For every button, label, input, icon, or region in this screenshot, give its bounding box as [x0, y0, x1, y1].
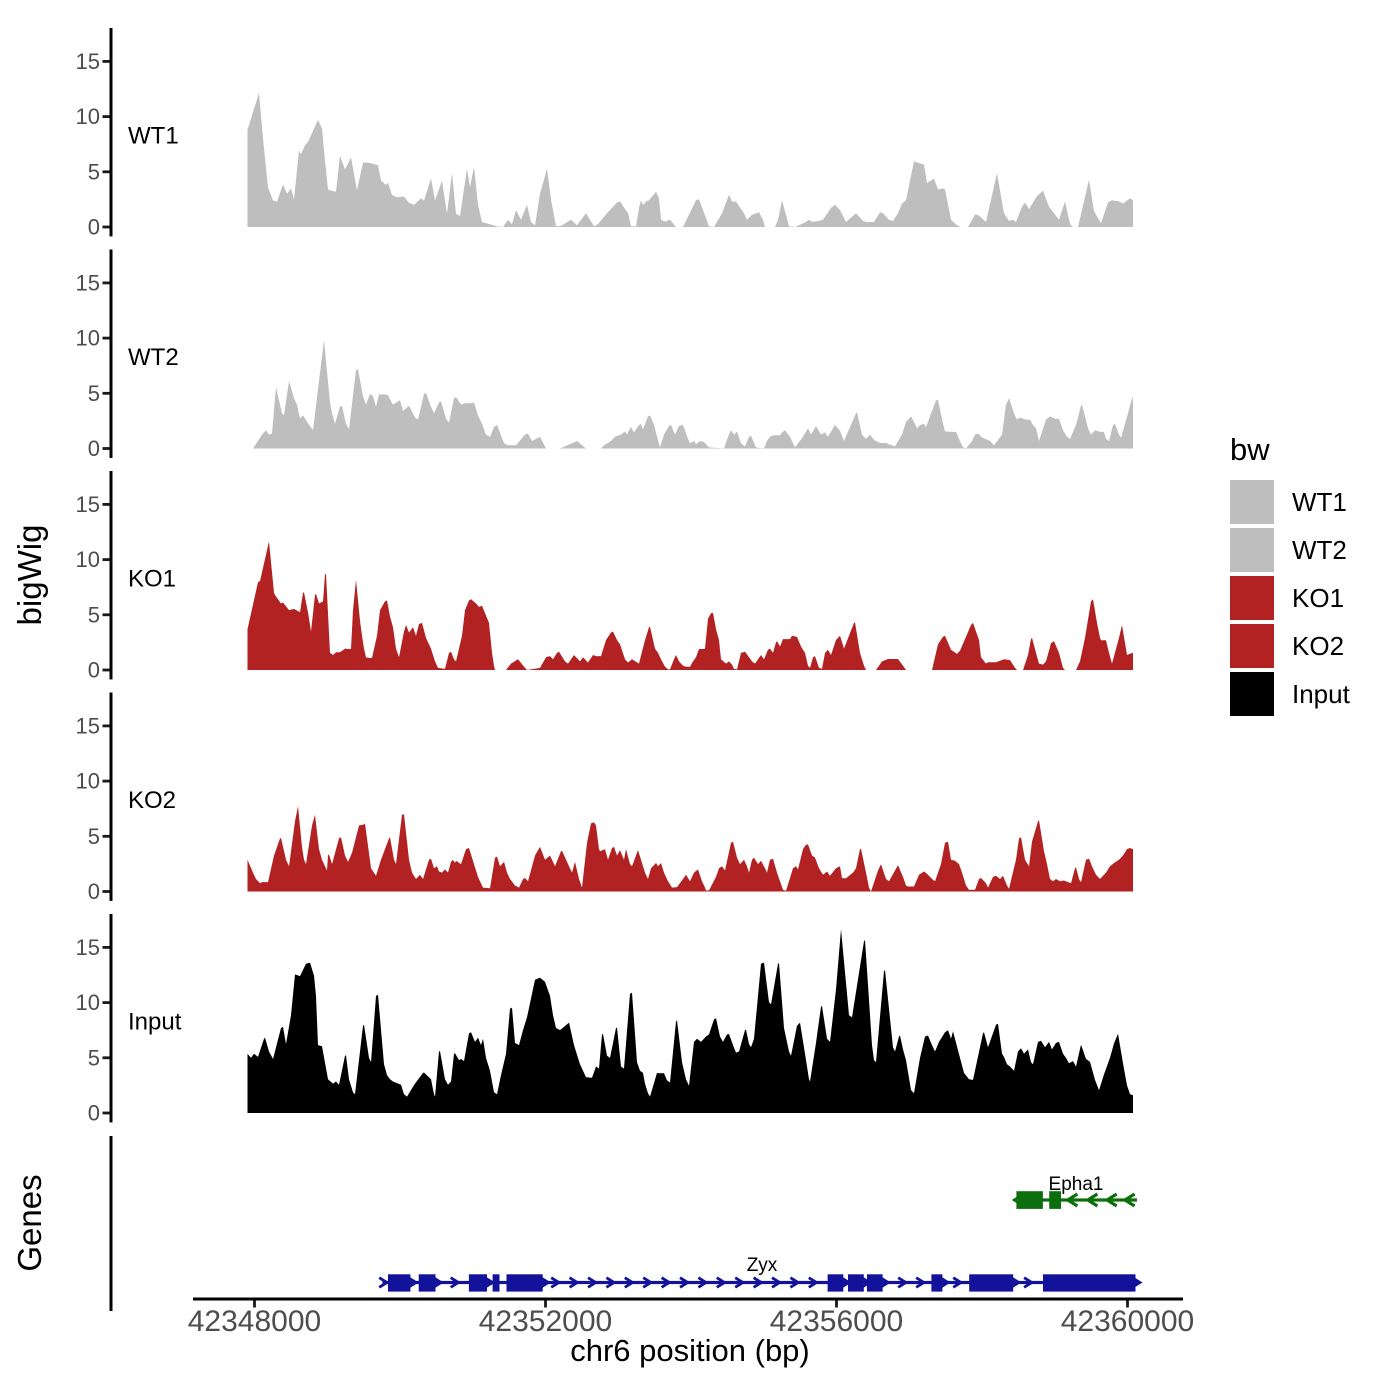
- svg-text:KO2: KO2: [128, 787, 176, 814]
- svg-text:KO1: KO1: [1292, 583, 1344, 613]
- svg-text:Epha1: Epha1: [1049, 1174, 1104, 1195]
- svg-text:42352000: 42352000: [479, 1305, 612, 1338]
- svg-text:5: 5: [88, 602, 100, 627]
- svg-text:WT2: WT2: [128, 344, 179, 371]
- svg-text:0: 0: [88, 658, 100, 683]
- svg-text:0: 0: [88, 879, 100, 904]
- svg-text:WT1: WT1: [1292, 487, 1347, 517]
- svg-text:KO1: KO1: [128, 566, 176, 593]
- svg-text:5: 5: [88, 381, 100, 406]
- svg-text:Genes: Genes: [11, 1174, 48, 1271]
- svg-text:10: 10: [76, 326, 100, 351]
- svg-text:10: 10: [76, 769, 100, 794]
- svg-text:0: 0: [88, 436, 100, 461]
- svg-text:10: 10: [76, 990, 100, 1015]
- svg-text:5: 5: [88, 824, 100, 849]
- svg-text:bw: bw: [1230, 432, 1270, 467]
- svg-text:Input: Input: [1292, 679, 1351, 709]
- svg-text:42348000: 42348000: [188, 1305, 321, 1338]
- svg-text:Zyx: Zyx: [747, 1255, 778, 1276]
- svg-text:15: 15: [76, 49, 100, 74]
- svg-text:bigWig: bigWig: [11, 525, 48, 626]
- svg-text:15: 15: [76, 492, 100, 517]
- svg-text:WT1: WT1: [128, 123, 179, 150]
- svg-text:15: 15: [76, 270, 100, 295]
- svg-text:0: 0: [88, 215, 100, 240]
- svg-text:5: 5: [88, 1045, 100, 1070]
- svg-text:Input: Input: [128, 1009, 182, 1036]
- svg-text:10: 10: [76, 547, 100, 572]
- svg-text:chr6 position (bp): chr6 position (bp): [570, 1333, 810, 1368]
- svg-text:5: 5: [88, 159, 100, 184]
- svg-text:10: 10: [76, 104, 100, 129]
- svg-text:15: 15: [76, 713, 100, 738]
- svg-text:KO2: KO2: [1292, 631, 1344, 661]
- svg-text:42356000: 42356000: [770, 1305, 903, 1338]
- svg-text:0: 0: [88, 1101, 100, 1126]
- svg-text:WT2: WT2: [1292, 535, 1347, 565]
- svg-text:15: 15: [76, 935, 100, 960]
- svg-text:42360000: 42360000: [1061, 1305, 1194, 1338]
